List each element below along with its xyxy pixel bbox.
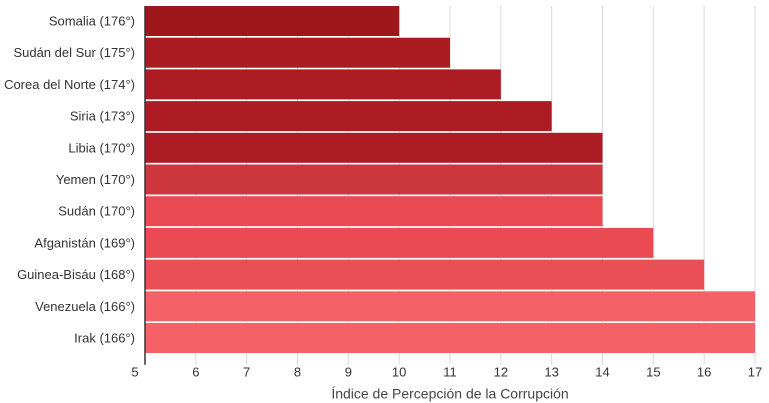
category-labels: Somalia (176°) Sudán del Sur (175°) Corea … xyxy=(4,14,135,346)
x-tick-label: 10 xyxy=(392,365,406,380)
category-label: Sudán (170°) xyxy=(58,204,135,219)
x-tick-label: 15 xyxy=(646,365,660,380)
category-label: Venezuela (166°) xyxy=(35,299,135,314)
x-tick-labels: 5 6 7 8 9 10 11 12 13 14 15 16 17 xyxy=(131,365,762,380)
bar xyxy=(145,196,603,227)
x-tick-label: 17 xyxy=(748,365,762,380)
x-tick-label: 12 xyxy=(494,365,508,380)
x-tick-label: 8 xyxy=(294,365,301,380)
x-tick-label: 9 xyxy=(345,365,352,380)
x-tick-label: 7 xyxy=(243,365,250,380)
bar xyxy=(145,227,654,258)
bar xyxy=(145,323,755,353)
x-tick-label: 6 xyxy=(192,365,199,380)
x-tick-label: 5 xyxy=(131,365,138,380)
bar xyxy=(145,164,603,195)
bar xyxy=(145,37,450,68)
category-label: Afganistán (169°) xyxy=(34,235,135,250)
category-label: Corea del Norte (174°) xyxy=(4,77,135,92)
category-label: Siria (173°) xyxy=(70,109,135,124)
bar xyxy=(145,69,501,100)
category-label: Guinea-Bisáu (168°) xyxy=(17,267,135,282)
bar xyxy=(145,6,400,36)
x-tick-label: 16 xyxy=(697,365,711,380)
bar xyxy=(145,259,705,290)
category-label: Yemen (170°) xyxy=(56,172,135,187)
bar xyxy=(145,132,603,163)
bar xyxy=(145,101,552,132)
category-label: Sudán del Sur (175°) xyxy=(13,45,135,60)
x-axis-title: Índice de Percepción de la Corrupción xyxy=(331,386,568,402)
bars xyxy=(145,6,755,353)
category-label: Somalia (176°) xyxy=(49,14,135,29)
x-tick-label: 11 xyxy=(443,365,457,380)
bar xyxy=(145,291,755,322)
category-label: Libia (170°) xyxy=(68,140,135,155)
category-label: Irak (166°) xyxy=(74,331,135,346)
x-tick-label: 14 xyxy=(595,365,609,380)
x-tick-label: 13 xyxy=(544,365,558,380)
